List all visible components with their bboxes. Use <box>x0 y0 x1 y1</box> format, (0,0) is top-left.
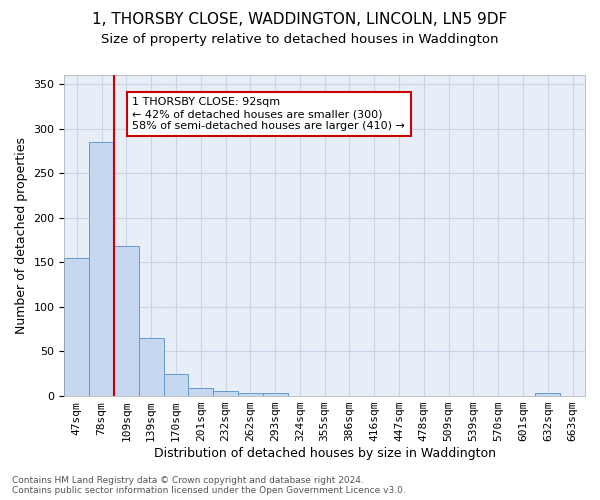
Text: 1, THORSBY CLOSE, WADDINGTON, LINCOLN, LN5 9DF: 1, THORSBY CLOSE, WADDINGTON, LINCOLN, L… <box>92 12 508 28</box>
Bar <box>238 392 263 396</box>
Bar <box>164 374 188 396</box>
Text: 1 THORSBY CLOSE: 92sqm
← 42% of detached houses are smaller (300)
58% of semi-de: 1 THORSBY CLOSE: 92sqm ← 42% of detached… <box>132 98 405 130</box>
Text: Size of property relative to detached houses in Waddington: Size of property relative to detached ho… <box>101 32 499 46</box>
X-axis label: Distribution of detached houses by size in Waddington: Distribution of detached houses by size … <box>154 447 496 460</box>
Text: Contains HM Land Registry data © Crown copyright and database right 2024.
Contai: Contains HM Land Registry data © Crown c… <box>12 476 406 495</box>
Bar <box>139 338 164 396</box>
Bar <box>114 246 139 396</box>
Bar <box>213 390 238 396</box>
Y-axis label: Number of detached properties: Number of detached properties <box>15 137 28 334</box>
Bar <box>263 394 287 396</box>
Bar <box>64 258 89 396</box>
Bar <box>535 394 560 396</box>
Bar <box>188 388 213 396</box>
Bar <box>89 142 114 396</box>
